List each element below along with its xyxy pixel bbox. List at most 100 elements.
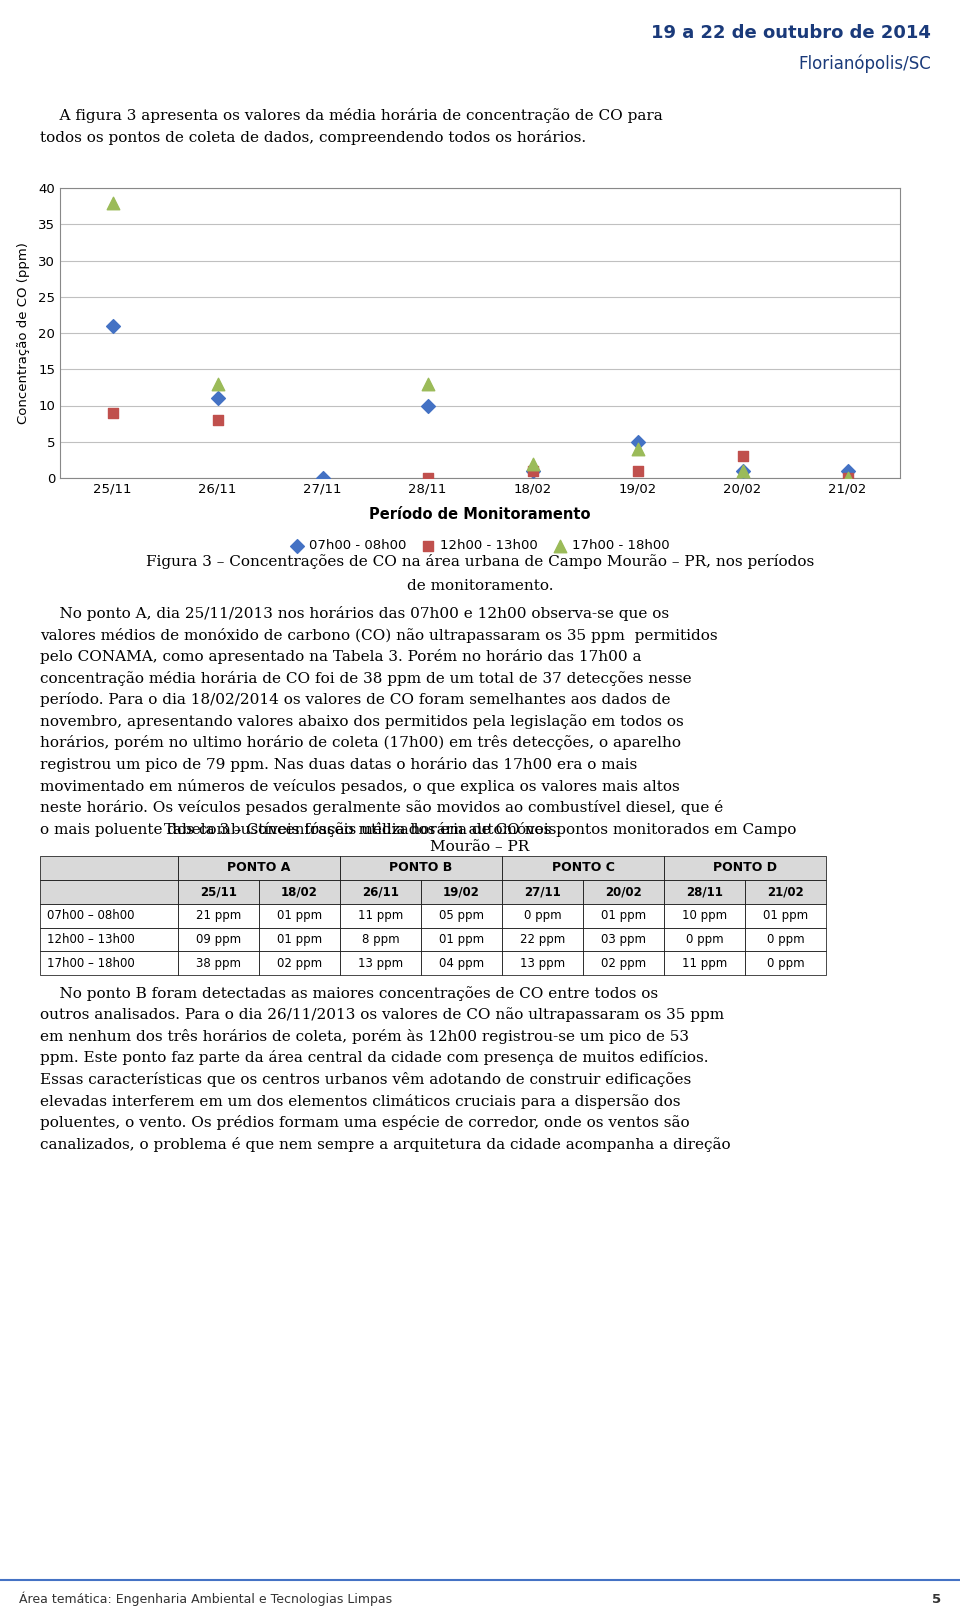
Text: 02 ppm: 02 ppm [277, 957, 323, 970]
Text: 07h00 – 08h00: 07h00 – 08h00 [47, 909, 134, 922]
Bar [664, 951, 745, 975]
Text: Tabela 3 – Concentração média horária de CO nos pontos monitorados em Campo: Tabela 3 – Concentração média horária de… [164, 822, 796, 836]
12h00 - 13h00 [420, 465, 435, 491]
17h00 - 18h00 [210, 371, 226, 397]
Bar [583, 951, 664, 975]
17h00 - 18h00 [420, 371, 435, 397]
Bar [745, 904, 826, 928]
Text: No ponto A, dia 25/11/2013 nos horários das 07h00 e 12h00 observa-se que os
valo: No ponto A, dia 25/11/2013 nos horários … [40, 605, 723, 836]
Y-axis label: Concentração de CO (ppm): Concentração de CO (ppm) [17, 242, 30, 424]
Text: 01 ppm: 01 ppm [277, 933, 323, 946]
Bar [40, 928, 179, 951]
07h00 - 08h00 [840, 458, 855, 484]
Bar [40, 880, 179, 904]
Bar [664, 880, 745, 904]
Text: PONTO B: PONTO B [390, 862, 453, 875]
Text: 25/11: 25/11 [201, 886, 237, 899]
Bar [664, 855, 826, 880]
Bar [40, 855, 179, 880]
17h00 - 18h00 [630, 436, 645, 462]
Text: 05 ppm: 05 ppm [439, 909, 484, 922]
12h00 - 13h00 [210, 407, 226, 433]
X-axis label: Período de Monitoramento: Período de Monitoramento [370, 507, 590, 521]
12h00 - 13h00 [734, 444, 750, 470]
Text: 38 ppm: 38 ppm [196, 957, 241, 970]
Text: 0 ppm: 0 ppm [523, 909, 562, 922]
Text: 13 ppm: 13 ppm [358, 957, 403, 970]
Bar [421, 951, 502, 975]
Bar [583, 880, 664, 904]
Text: 21 ppm: 21 ppm [196, 909, 241, 922]
Text: 12h00 – 13h00: 12h00 – 13h00 [47, 933, 134, 946]
Bar [259, 928, 340, 951]
Text: 17h00 – 18h00: 17h00 – 18h00 [47, 957, 134, 970]
17h00 - 18h00 [840, 465, 855, 491]
Bar [421, 904, 502, 928]
Text: A figura 3 apresenta os valores da média horária de concentração de CO para
todo: A figura 3 apresenta os valores da média… [40, 108, 662, 145]
12h00 - 13h00 [840, 465, 855, 491]
Bar [179, 880, 259, 904]
Text: 10 ppm: 10 ppm [682, 909, 727, 922]
Bar [40, 904, 179, 928]
Bar [421, 928, 502, 951]
Bar [502, 904, 583, 928]
Text: 19/02: 19/02 [444, 886, 480, 899]
Bar [40, 951, 179, 975]
Text: 0 ppm: 0 ppm [685, 933, 723, 946]
07h00 - 08h00 [105, 313, 120, 339]
Bar [745, 880, 826, 904]
Text: 19 a 22 de outubro de 2014: 19 a 22 de outubro de 2014 [651, 24, 931, 42]
Text: 0 ppm: 0 ppm [766, 933, 804, 946]
Bar [179, 928, 259, 951]
Text: PONTO D: PONTO D [713, 862, 777, 875]
Bar [259, 951, 340, 975]
Bar [179, 951, 259, 975]
12h00 - 13h00 [105, 400, 120, 426]
Text: No ponto B foram detectadas as maiores concentrações de CO entre todos os
outros: No ponto B foram detectadas as maiores c… [40, 986, 731, 1152]
Bar [340, 880, 421, 904]
17h00 - 18h00 [734, 458, 750, 484]
Text: 20/02: 20/02 [605, 886, 642, 899]
Bar [664, 904, 745, 928]
Bar [502, 855, 664, 880]
Text: PONTO A: PONTO A [228, 862, 291, 875]
12h00 - 13h00 [525, 458, 540, 484]
Text: 26/11: 26/11 [362, 886, 399, 899]
Bar [745, 951, 826, 975]
Text: 13 ppm: 13 ppm [520, 957, 565, 970]
07h00 - 08h00 [315, 465, 330, 491]
Text: de monitoramento.: de monitoramento. [407, 579, 553, 592]
Text: 11 ppm: 11 ppm [358, 909, 403, 922]
Text: 01 ppm: 01 ppm [601, 909, 646, 922]
Text: 09 ppm: 09 ppm [196, 933, 241, 946]
Bar [502, 928, 583, 951]
17h00 - 18h00 [105, 189, 120, 215]
12h00 - 13h00 [630, 458, 645, 484]
Text: 5: 5 [931, 1593, 941, 1606]
Text: Florianópolis/SC: Florianópolis/SC [799, 55, 931, 73]
Bar [179, 855, 340, 880]
Text: 04 ppm: 04 ppm [439, 957, 484, 970]
Text: PONTO C: PONTO C [552, 862, 614, 875]
Bar [340, 928, 421, 951]
Text: 18/02: 18/02 [281, 886, 318, 899]
Text: Figura 3 – Concentrações de CO na área urbana de Campo Mourão – PR, nos períodos: Figura 3 – Concentrações de CO na área u… [146, 554, 814, 570]
07h00 - 08h00 [734, 458, 750, 484]
Text: 03 ppm: 03 ppm [601, 933, 646, 946]
Text: Área temática: Engenharia Ambiental e Tecnologias Limpas: Área temática: Engenharia Ambiental e Te… [19, 1591, 393, 1606]
Text: 11 ppm: 11 ppm [682, 957, 727, 970]
Text: 27/11: 27/11 [524, 886, 561, 899]
Bar [259, 880, 340, 904]
Bar [664, 928, 745, 951]
Bar [421, 880, 502, 904]
Bar [340, 951, 421, 975]
07h00 - 08h00 [210, 386, 226, 412]
Text: 0 ppm: 0 ppm [766, 957, 804, 970]
Text: 01 ppm: 01 ppm [277, 909, 323, 922]
Text: 21/02: 21/02 [767, 886, 804, 899]
07h00 - 08h00 [525, 458, 540, 484]
07h00 - 08h00 [630, 429, 645, 455]
Legend: 07h00 - 08h00, 12h00 - 13h00, 17h00 - 18h00: 07h00 - 08h00, 12h00 - 13h00, 17h00 - 18… [285, 534, 675, 557]
Text: Mourão – PR: Mourão – PR [430, 841, 530, 854]
Bar [745, 928, 826, 951]
